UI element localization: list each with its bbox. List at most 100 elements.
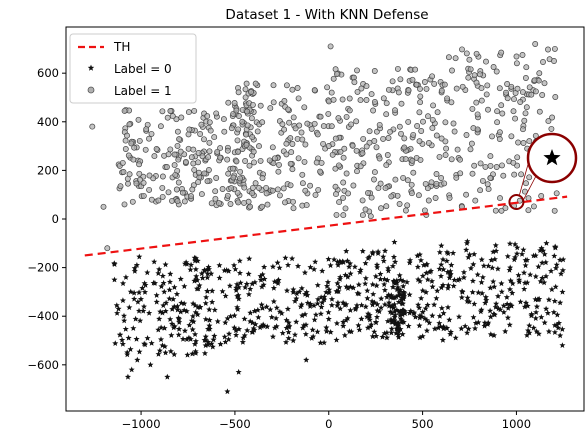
point-label0	[369, 249, 376, 255]
point-label1	[329, 151, 336, 158]
point-label1	[363, 97, 370, 103]
point-label1	[465, 74, 472, 81]
point-label0	[328, 302, 335, 308]
point-label1	[241, 184, 248, 191]
point-label0	[559, 288, 566, 295]
point-label0	[252, 321, 259, 327]
point-label1	[259, 119, 266, 126]
point-label0	[134, 298, 141, 305]
point-label0	[136, 289, 143, 296]
point-label0	[174, 303, 181, 309]
point-label0	[314, 328, 321, 335]
point-label1	[285, 106, 292, 113]
point-label1	[234, 137, 241, 144]
point-label1	[290, 205, 297, 212]
point-label1	[425, 197, 432, 204]
point-label1	[498, 207, 505, 214]
point-label0	[144, 269, 151, 276]
point-label0	[374, 261, 381, 268]
point-label1	[195, 150, 202, 156]
point-label1	[468, 140, 475, 147]
point-label1	[473, 79, 480, 86]
point-label1	[165, 151, 172, 158]
point-label0	[421, 315, 428, 322]
point-label0	[257, 324, 264, 331]
point-label0	[204, 270, 211, 277]
point-label1	[551, 207, 558, 214]
point-label0	[347, 270, 354, 277]
point-label1	[281, 126, 288, 133]
point-label1	[204, 113, 211, 120]
point-label0	[380, 257, 387, 264]
point-label1	[346, 95, 353, 102]
point-label0	[377, 276, 384, 282]
point-label0	[167, 316, 174, 322]
point-label1	[340, 194, 347, 201]
point-label0	[373, 332, 380, 339]
point-label0	[383, 334, 390, 341]
point-label0	[161, 325, 168, 331]
point-label0	[519, 251, 526, 257]
point-label0	[551, 297, 558, 304]
point-label0	[371, 299, 378, 306]
point-label0	[557, 299, 564, 306]
point-label1	[378, 205, 384, 212]
point-label0	[219, 288, 226, 294]
point-label0	[323, 328, 330, 334]
point-label0	[283, 339, 290, 345]
point-label1	[500, 172, 507, 179]
point-label1	[201, 136, 207, 143]
point-label0	[246, 255, 253, 262]
point-label1	[216, 200, 222, 207]
point-label0	[312, 258, 319, 265]
point-label0	[126, 304, 133, 311]
point-label1	[89, 123, 96, 130]
point-label0	[283, 317, 290, 323]
point-label0	[487, 307, 494, 314]
point-label1	[371, 68, 378, 74]
point-label0	[396, 272, 403, 279]
point-label0	[221, 333, 228, 340]
point-label1	[404, 177, 411, 184]
point-label0	[480, 262, 487, 269]
point-label0	[291, 298, 298, 304]
point-label0	[336, 258, 343, 265]
point-label0	[462, 323, 469, 329]
point-label0	[122, 325, 129, 332]
point-label1	[387, 128, 394, 135]
point-label0	[464, 329, 471, 336]
point-label0	[231, 324, 238, 331]
point-label0	[210, 336, 217, 343]
point-label0	[451, 276, 458, 283]
point-label0	[278, 310, 285, 316]
point-label1	[523, 104, 530, 111]
point-label0	[122, 274, 129, 280]
point-label0	[478, 279, 485, 285]
point-label1	[441, 180, 448, 187]
point-label1	[133, 180, 140, 187]
point-label1	[137, 176, 144, 183]
point-label0	[492, 304, 499, 310]
point-label1	[198, 121, 205, 128]
point-label0	[321, 293, 328, 300]
point-label0	[159, 342, 166, 349]
point-label1	[174, 128, 181, 135]
point-label0	[502, 328, 509, 334]
point-label0	[162, 308, 169, 314]
point-label0	[406, 259, 413, 266]
point-label0	[385, 265, 392, 271]
point-label1	[513, 60, 520, 67]
point-label0	[521, 285, 528, 292]
point-label0	[317, 339, 324, 346]
point-label1	[532, 41, 539, 47]
point-label0	[391, 238, 398, 245]
point-label1	[159, 184, 166, 191]
point-label0	[374, 307, 381, 314]
point-label1	[185, 109, 192, 116]
point-label1	[243, 131, 250, 138]
point-label0	[558, 270, 565, 277]
point-label1	[485, 186, 492, 193]
point-label0	[249, 319, 256, 326]
point-label0	[158, 336, 165, 343]
point-label1	[498, 102, 505, 109]
